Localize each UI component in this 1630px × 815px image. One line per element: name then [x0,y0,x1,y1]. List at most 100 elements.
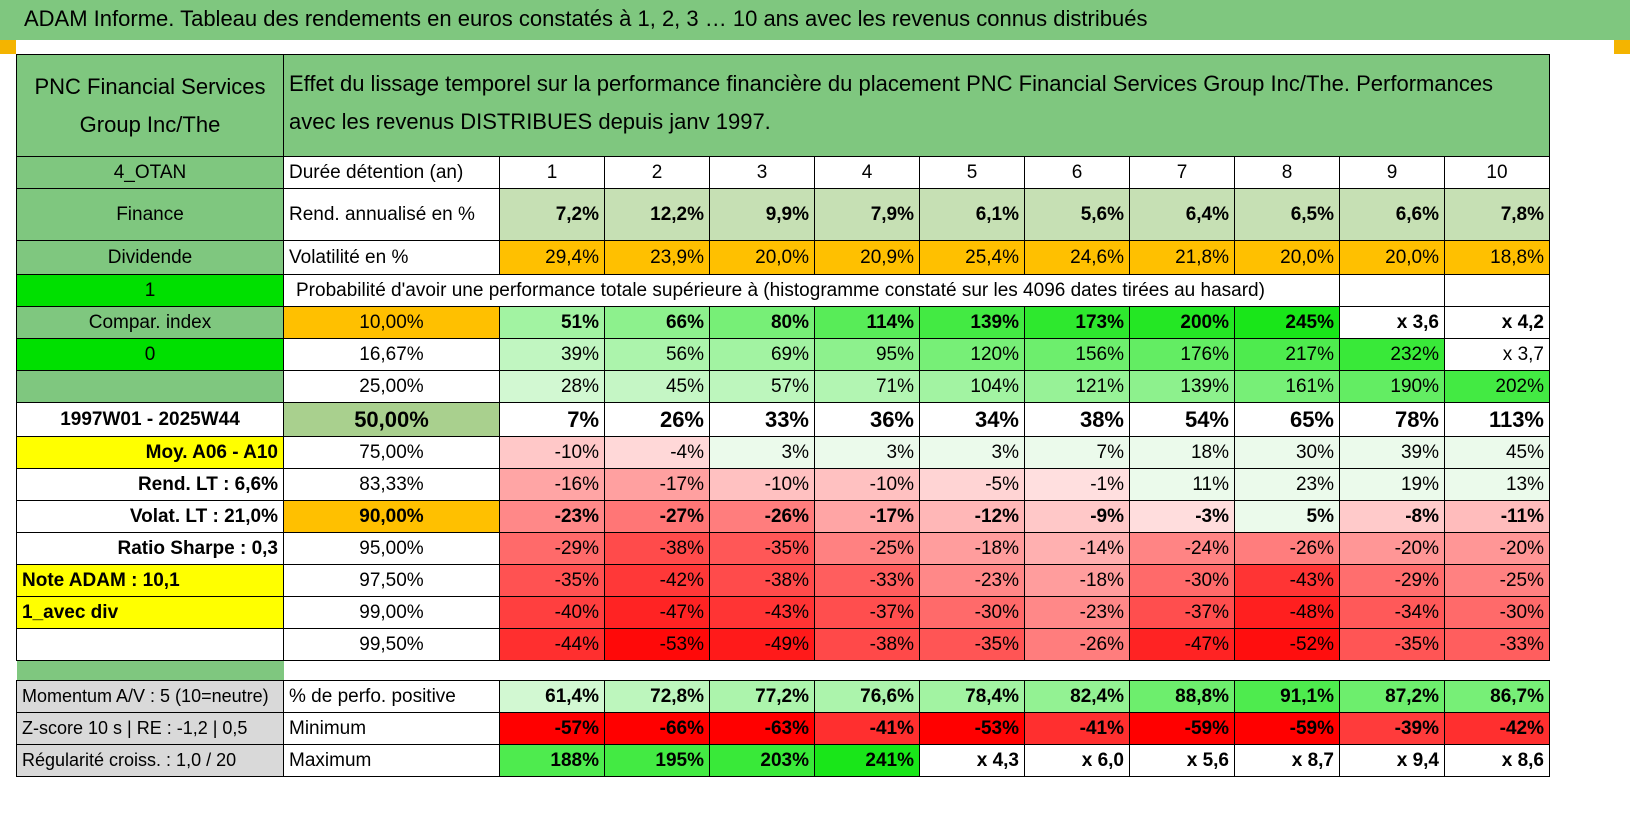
footer-value: 188% [499,744,605,777]
footer-value: -39% [1339,712,1445,745]
percentile-value: 51% [499,306,605,339]
percentile-value: -18% [1024,564,1130,597]
footer-side-label: Momentum A/V : 5 (10=neutre) [16,680,284,713]
footer-value: x 9,4 [1339,744,1445,777]
percentile-value: -47% [1129,628,1235,661]
percentile-value: -16% [499,468,605,501]
percentile-value: 113% [1444,402,1550,437]
side-label-5: 0 [16,338,284,371]
percentile-value: x 4,2 [1444,306,1550,339]
percentile-value: 104% [919,370,1025,403]
footer-value: -57% [499,712,605,745]
table-row: 1 Probabilité d'avoir une performance tot… [16,274,1550,307]
side-label-1: Finance [16,188,284,241]
spacer-blank [284,661,1550,681]
year-header: 3 [709,156,815,189]
table-row: 1997W01 - 2025W44 50,00% 7% 26% 33% 36% 34% 38%… [16,402,1550,437]
percentile-value: 69% [709,338,815,371]
percentile-value: 120% [919,338,1025,371]
volatility-value: 21,8% [1129,240,1235,275]
return-value: 6,5% [1234,188,1340,241]
table-row: Note ADAM : 10,1 97,50% -35% -42% -38% -33% -2… [16,564,1550,597]
footer-value: x 8,7 [1234,744,1340,777]
footer-value: 195% [604,744,710,777]
percentile-value: -17% [604,468,710,501]
side-label-10: Volat. LT : 21,0% [16,500,284,533]
year-header: 7 [1129,156,1235,189]
table-row: 99,50% -44% -53% -49% -38% -35% -26% -47% -52% -3… [16,628,1550,661]
footer-value: 86,7% [1444,680,1550,713]
title-bar: ADAM Informe. Tableau des rendements en … [0,0,1630,40]
footer-label: Maximum [283,744,500,777]
volatility-value: 29,4% [499,240,605,275]
side-label-6 [16,370,284,403]
side-label-7: 1997W01 - 2025W44 [16,402,284,437]
percentile-value: -20% [1444,532,1550,565]
percentile-value: -14% [1024,532,1130,565]
percentile-value: 202% [1444,370,1550,403]
volatility-value: 18,8% [1444,240,1550,275]
side-label-14 [16,628,284,661]
percentile-value: 176% [1129,338,1235,371]
percentile-value: -26% [1024,628,1130,661]
side-label-4: Compar. index [16,306,284,339]
footer-side-label: Régularité croiss. : 1,0 / 20 [16,744,284,777]
table-row: Momentum A/V : 5 (10=neutre)% de perfo. … [16,680,1550,713]
empty-cell [1444,274,1550,307]
footer-value: 91,1% [1234,680,1340,713]
percentile-value: 139% [919,306,1025,339]
return-value: 9,9% [709,188,815,241]
footer-value: 87,2% [1339,680,1445,713]
percentile-value: 190% [1339,370,1445,403]
percentile-value: -8% [1339,500,1445,533]
percentile-value: -30% [1444,596,1550,629]
percentile-value: -35% [709,532,815,565]
performance-table: PNC Financial Services Group Inc/The Effe… [16,54,1550,777]
percentile-label: 95,00% [283,532,500,565]
percentile-value: 200% [1129,306,1235,339]
percentile-value: 23% [1234,468,1340,501]
percentile-value: -17% [814,500,920,533]
percentile-value: 45% [1444,436,1550,469]
year-header: 2 [604,156,710,189]
table-row: Ratio Sharpe : 0,3 95,00% -29% -38% -35% -25%… [16,532,1550,565]
percentile-value: -48% [1234,596,1340,629]
percentile-value: -37% [814,596,920,629]
percentile-value: 39% [1339,436,1445,469]
table-row: Régularité croiss. : 1,0 / 20 Maximum 188%… [16,744,1550,777]
percentile-value: -23% [1024,596,1130,629]
table-row: Compar. index 10,00% 51% 66% 80% 114% 139% 173%… [16,306,1550,339]
percentile-value: -30% [919,596,1025,629]
percentile-value: 19% [1339,468,1445,501]
percentile-value: -38% [814,628,920,661]
return-value: 6,4% [1129,188,1235,241]
volatility-value: 20,9% [814,240,920,275]
footer-value: x 5,6 [1129,744,1235,777]
percentile-label: 10,00% [283,306,500,339]
percentile-value: 173% [1024,306,1130,339]
percentile-value: -1% [1024,468,1130,501]
percentile-value: -35% [1339,628,1445,661]
percentile-value: -4% [604,436,710,469]
percentile-value: 71% [814,370,920,403]
return-value: 5,6% [1024,188,1130,241]
percentile-value: -26% [709,500,815,533]
percentile-value: 95% [814,338,920,371]
table-row: Moy. A06 - A10 75,00% -10% -4% 3% 3% 3% 7% 18% 30… [16,436,1550,469]
footer-value: 72,8% [604,680,710,713]
percentile-value: -25% [814,532,920,565]
percentile-value: 161% [1234,370,1340,403]
table-row: Z-score 10 s | RE : -1,2 | 0,5 Minimum -57… [16,712,1550,745]
percentile-value: 45% [604,370,710,403]
year-header: 4 [814,156,920,189]
return-value: 12,2% [604,188,710,241]
percentile-value: -3% [1129,500,1235,533]
year-header: 1 [499,156,605,189]
percentile-value: -43% [1234,564,1340,597]
percentile-value: -43% [709,596,815,629]
percentile-value: 30% [1234,436,1340,469]
year-header: 6 [1024,156,1130,189]
percentile-value: -10% [709,468,815,501]
return-value: 7,8% [1444,188,1550,241]
percentile-label: 90,00% [283,500,500,533]
